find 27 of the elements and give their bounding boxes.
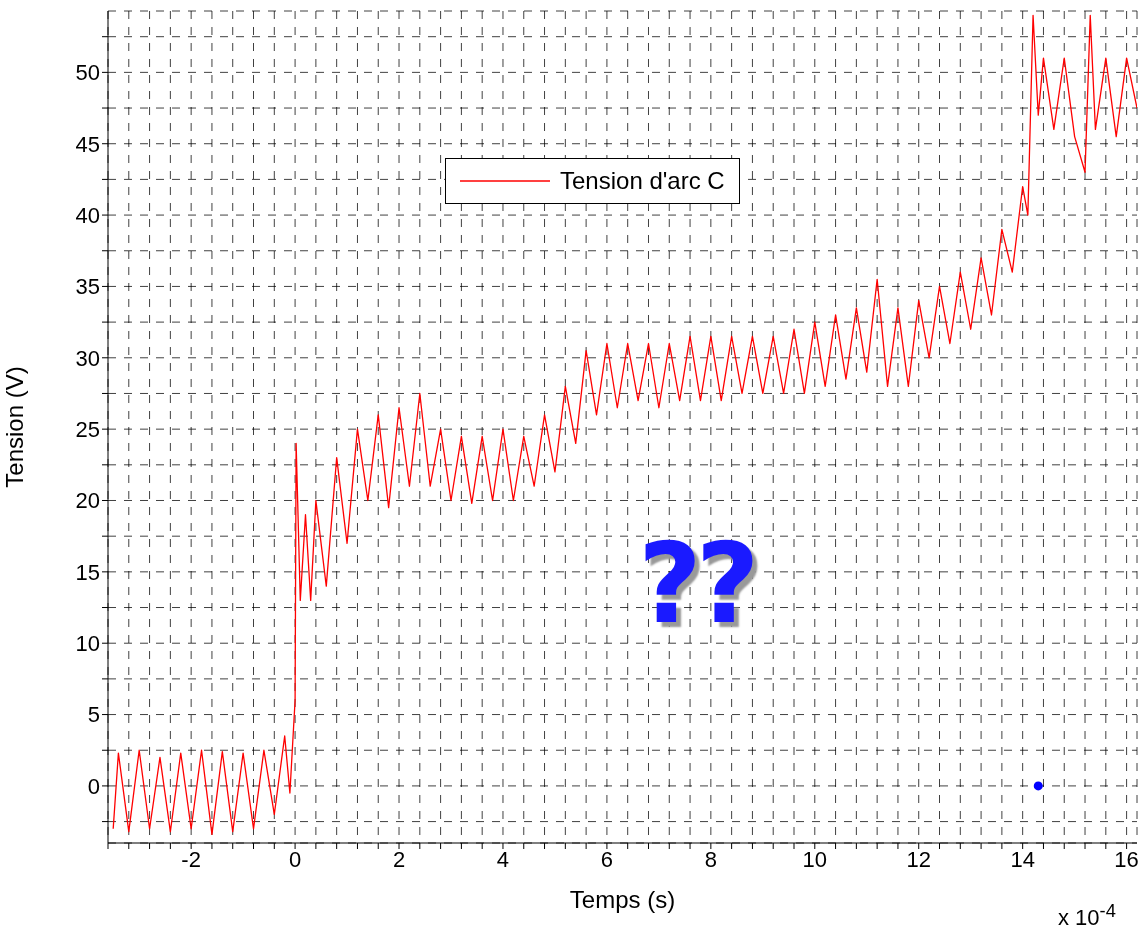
y-tick-label: 45 <box>75 131 100 157</box>
x-tick-label: 4 <box>496 846 510 872</box>
y-tick-label: 0 <box>87 773 100 799</box>
annotation: ?? <box>638 520 754 648</box>
y-tick-label: 30 <box>75 345 100 371</box>
y-tick-label: 35 <box>75 274 100 300</box>
x-axis-title: Temps (s) <box>569 886 676 914</box>
y-tick-label: 10 <box>75 631 100 657</box>
y-axis-title: Tension (V) <box>0 366 28 488</box>
x-tick-label: -2 <box>181 846 201 872</box>
line-series <box>112 14 1137 836</box>
x-tick-label: 16 <box>1114 846 1139 872</box>
text: x 10$^{-4}$ <box>1058 900 1116 932</box>
x-tick-label: 14 <box>1010 846 1035 872</box>
y-tick-label: 15 <box>75 559 100 585</box>
x-tick-label: 10 <box>802 846 828 872</box>
y-tick-label: 20 <box>75 488 100 514</box>
x-tick-label: 0 <box>288 846 302 872</box>
x-tick-label: 12 <box>906 846 931 872</box>
y-tick-label: 40 <box>75 202 100 228</box>
x-tick-label: 2 <box>392 846 406 872</box>
y-tick-label: 5 <box>87 702 100 728</box>
legend-label: Tension d'arc C <box>559 167 725 195</box>
y-tick-label: 25 <box>75 416 100 442</box>
x-tick-label: 8 <box>704 846 717 872</box>
x-tick-label: 6 <box>600 846 614 872</box>
y-tick-label: 50 <box>75 60 100 86</box>
